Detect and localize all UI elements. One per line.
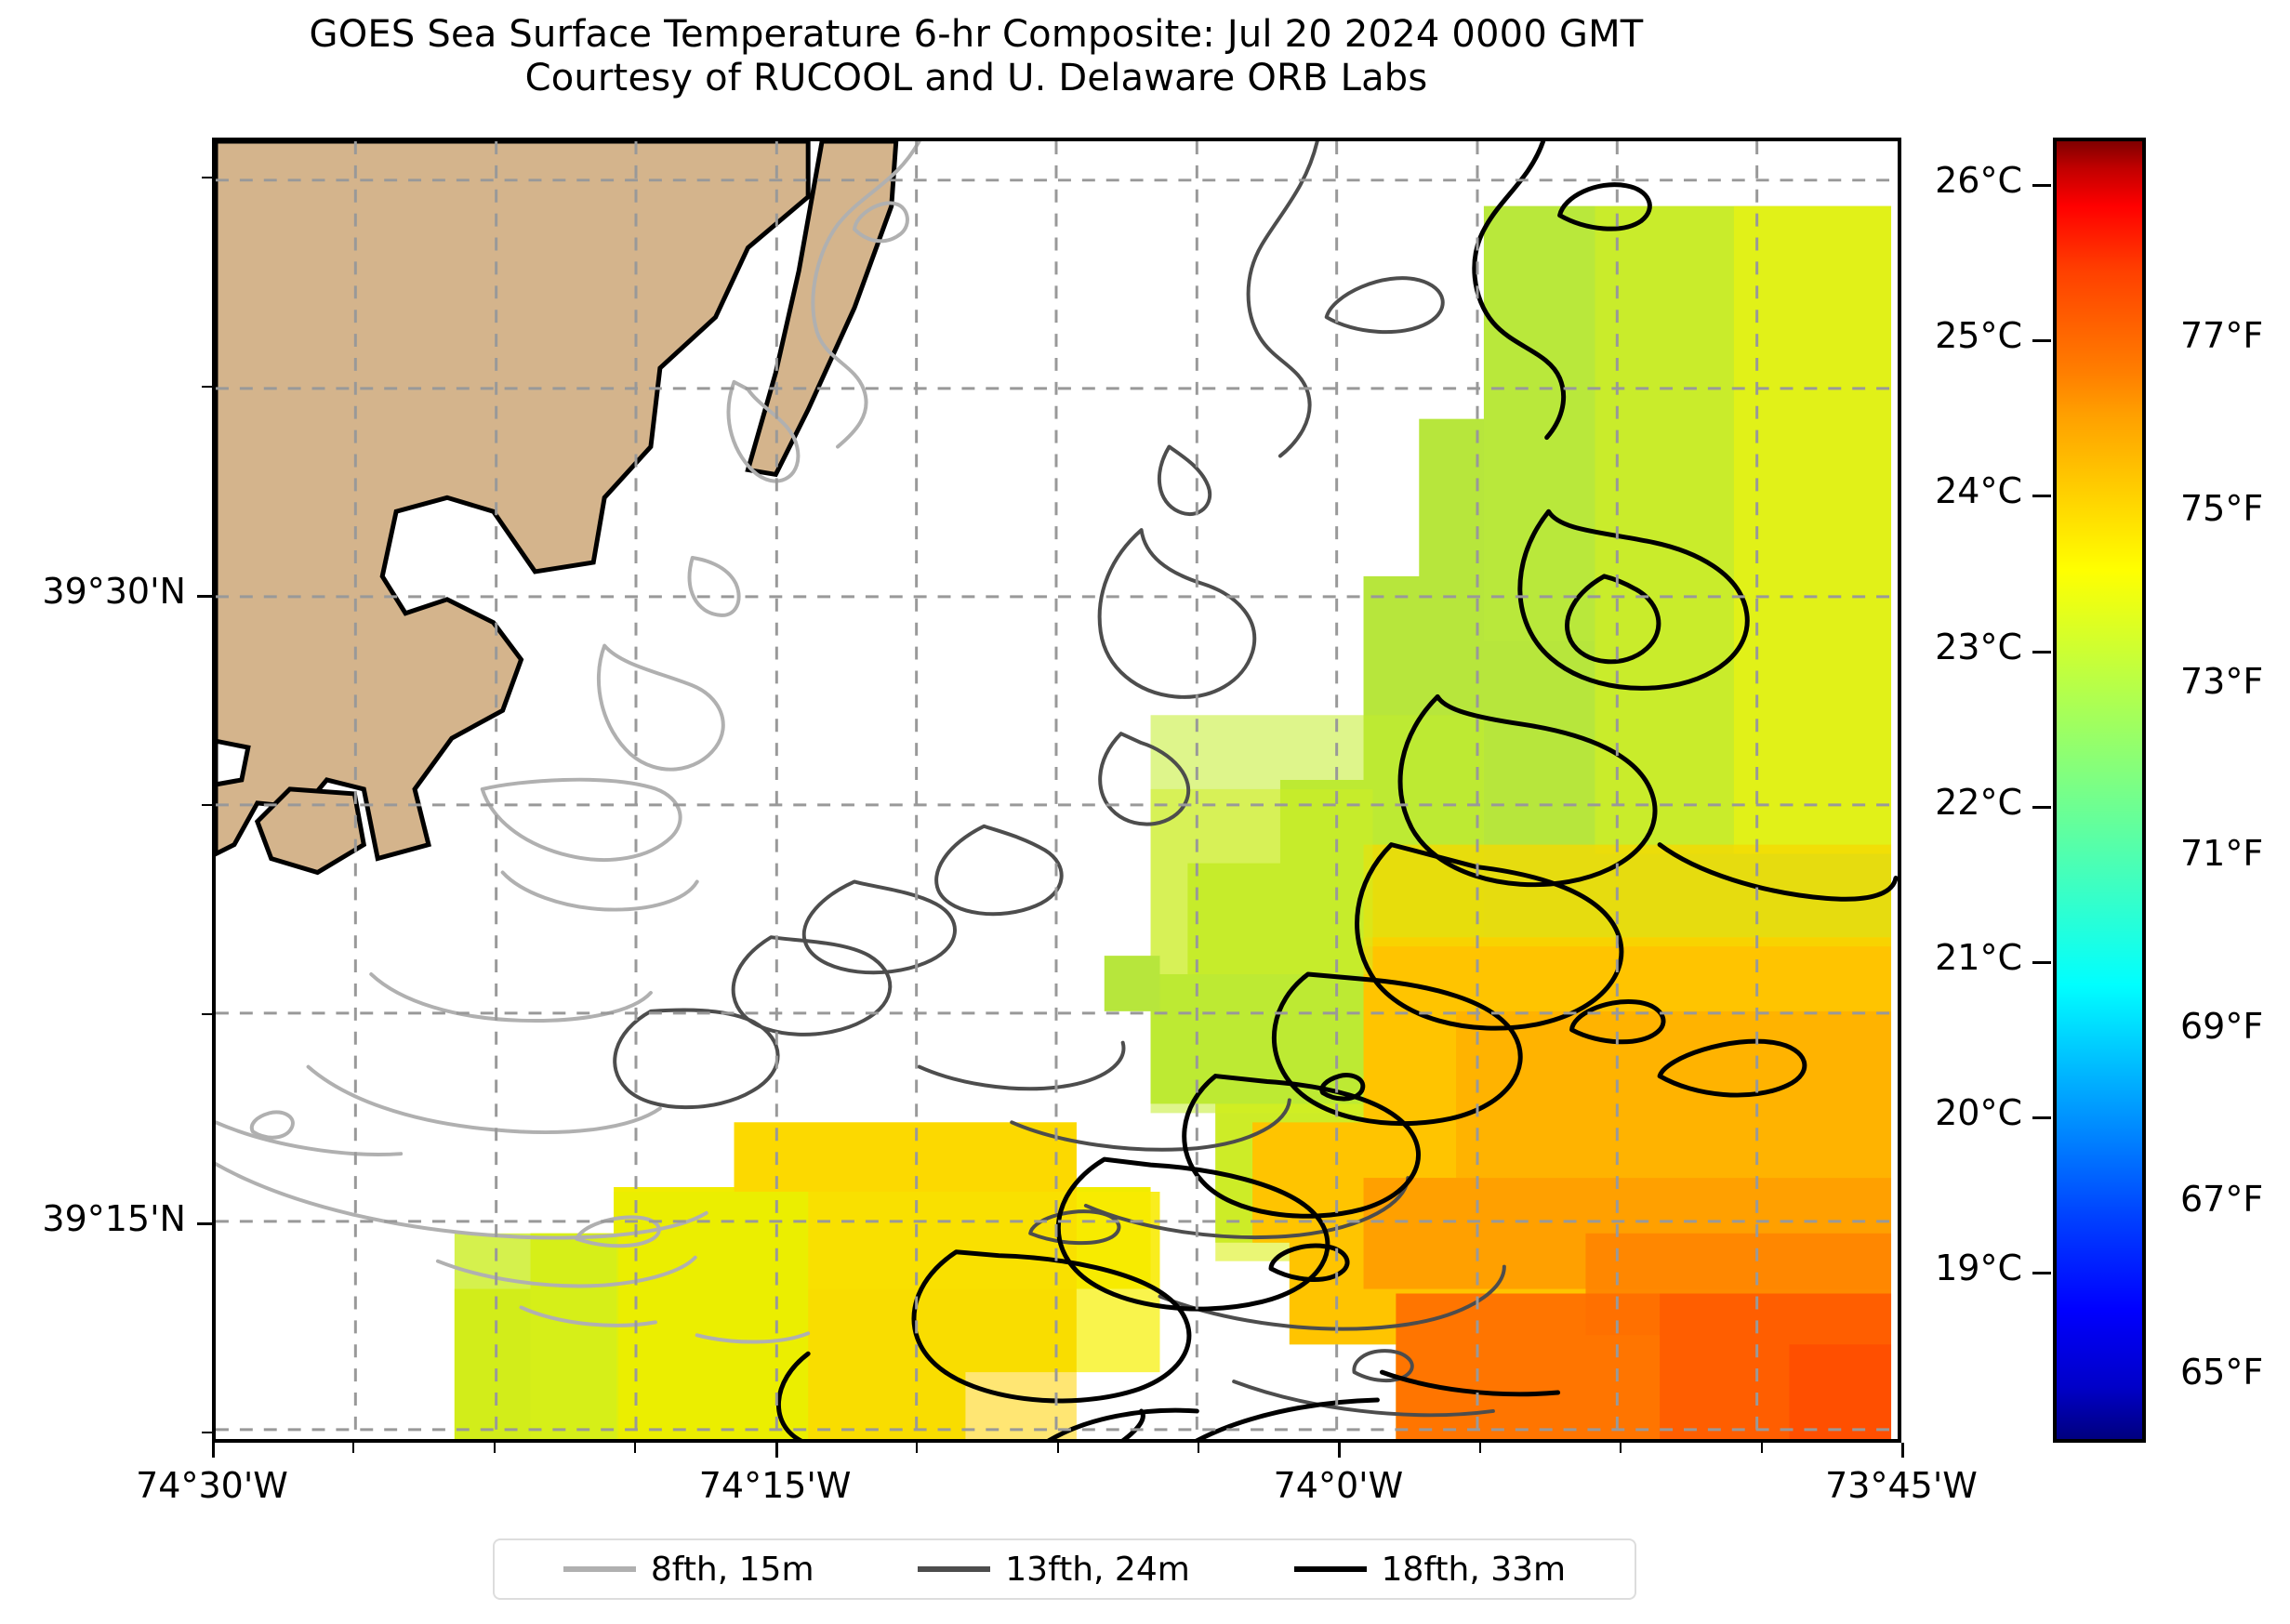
x-minor-tick-0: [352, 1443, 355, 1453]
colorbar-label-celsius-6: 20°C: [1935, 1092, 2022, 1133]
colorbar-tick-c-5: [2032, 960, 2051, 964]
colorbar-label-fahrenheit-0: 77°F: [2180, 315, 2264, 357]
x-tick-label-2: 74°0'W: [1273, 1465, 1404, 1506]
x-minor-tick-1: [493, 1443, 496, 1453]
y-minor-tick-3: [202, 1012, 212, 1015]
colorbar-tick-c-4: [2032, 805, 2051, 809]
colorbar-label-fahrenheit-4: 69°F: [2180, 1006, 2264, 1048]
colorbar-label-celsius-2: 24°C: [1935, 470, 2022, 512]
y-minor-tick-0: [202, 176, 212, 178]
colorbar-label-celsius-5: 21°C: [1935, 936, 2022, 978]
x-tick-mark-2: [1338, 1443, 1342, 1458]
x-minor-tick-3: [916, 1443, 919, 1453]
colorbar-tick-c-7: [2032, 1272, 2051, 1275]
x-minor-tick-7: [1620, 1443, 1622, 1453]
colorbar-label-fahrenheit-5: 67°F: [2180, 1178, 2264, 1220]
y-tick-mark-1: [197, 1222, 212, 1225]
x-tick-mark-3: [1901, 1443, 1904, 1458]
colorbar-label-celsius-7: 19°C: [1935, 1248, 2022, 1289]
y-tick-label-0: 39°30'N: [42, 570, 186, 612]
colorbar-tick-c-3: [2032, 650, 2051, 654]
colorbar-tick-c-0: [2032, 184, 2051, 188]
x-tick-label-0: 74°30'W: [136, 1465, 288, 1506]
x-minor-tick-2: [634, 1443, 637, 1453]
colorbar-tick-c-6: [2032, 1116, 2051, 1119]
x-tick-label-3: 73°45'W: [1825, 1465, 1978, 1506]
x-tick-mark-0: [212, 1443, 215, 1458]
y-tick-label-1: 39°15'N: [42, 1198, 186, 1239]
y-minor-tick-1: [202, 385, 212, 388]
legend-label-2: 18fth, 33m: [1381, 1550, 1567, 1589]
x-minor-tick-6: [1478, 1443, 1481, 1453]
y-minor-tick-4: [202, 1431, 212, 1433]
legend-line-swatch-1: [918, 1566, 991, 1572]
x-minor-tick-5: [1197, 1443, 1199, 1453]
legend-line-swatch-0: [563, 1566, 636, 1572]
colorbar-tick-c-2: [2032, 495, 2051, 498]
colorbar-label-celsius-1: 25°C: [1935, 315, 2022, 357]
x-minor-tick-4: [1056, 1443, 1059, 1453]
legend-line-swatch-2: [1293, 1566, 1367, 1572]
legend-label-0: 8fth, 15m: [650, 1550, 814, 1589]
x-tick-label-1: 74°15'W: [698, 1465, 852, 1506]
title-line-1: GOES Sea Surface Temperature 6-hr Compos…: [309, 13, 1644, 56]
colorbar-label-celsius-4: 22°C: [1935, 781, 2022, 823]
colorbar-label-fahrenheit-3: 71°F: [2180, 833, 2264, 875]
y-minor-tick-2: [202, 803, 212, 806]
colorbar-label-fahrenheit-1: 75°F: [2180, 488, 2264, 529]
x-tick-mark-1: [774, 1443, 778, 1458]
x-minor-tick-8: [1760, 1443, 1763, 1453]
legend-entry-2[interactable]: 18fth, 33m: [1293, 1550, 1567, 1589]
y-tick-mark-0: [197, 594, 212, 598]
colorbar-label-fahrenheit-6: 65°F: [2180, 1351, 2264, 1393]
bathymetry-contours-layer: [216, 141, 1898, 1439]
legend-label-1: 13fth, 24m: [1005, 1550, 1190, 1589]
colorbar-tick-c-1: [2032, 339, 2051, 343]
colorbar-label-celsius-3: 23°C: [1935, 626, 2022, 667]
bathymetry-legend[interactable]: 8fth, 15m 13fth, 24m 18fth, 33m: [493, 1538, 1636, 1600]
map-canvas: [216, 141, 1898, 1439]
colorbar-label-celsius-0: 26°C: [1935, 160, 2022, 202]
map-axes[interactable]: [212, 138, 1901, 1443]
colorbar[interactable]: [2053, 138, 2146, 1443]
page-title: GOES Sea Surface Temperature 6-hr Compos…: [0, 13, 1952, 100]
legend-entry-1[interactable]: 13fth, 24m: [918, 1551, 1190, 1589]
title-line-2: Courtesy of RUCOOL and U. Delaware ORB L…: [524, 57, 1428, 100]
land-layer: [216, 141, 899, 876]
legend-entry-0[interactable]: 8fth, 15m: [563, 1551, 814, 1589]
colorbar-label-fahrenheit-2: 73°F: [2180, 660, 2264, 702]
